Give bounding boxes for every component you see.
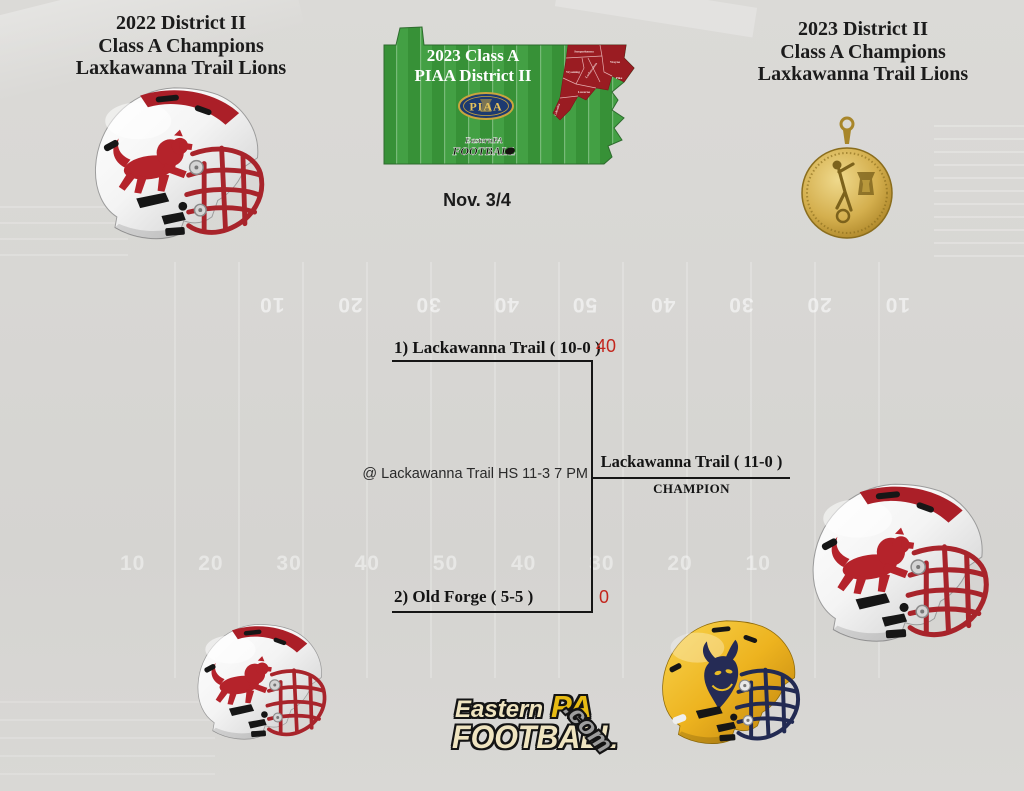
district-2-region: Susquehanna Wayne Wyoming Lackawanna Pik… (552, 44, 635, 121)
pa-district-map: Susquehanna Wayne Wyoming Lackawanna Pik… (383, 26, 635, 165)
watermark-football: FOOTBALL (452, 719, 618, 755)
map-title-line2: PIAA District II (414, 66, 531, 85)
bracket-team1-score: 40 (596, 336, 617, 356)
background-bleacher-lines (934, 116, 1024, 268)
bracket-team2-score: 0 (599, 587, 610, 607)
watermark-eastern: Eastern (455, 696, 544, 723)
map-logo-line1: EasternPA (464, 135, 503, 145)
background-yard-lines (112, 262, 912, 678)
map-title: 2023 Class A PIAA District II (414, 46, 531, 85)
map-title-line1: 2023 Class A (427, 46, 520, 65)
header-line: 2022 District II (116, 12, 246, 34)
county-label: Columbia (553, 103, 561, 117)
county-label: Pike (616, 76, 623, 80)
background-yard-numbers-near: 10 20 30 40 50 40 30 20 10 (120, 552, 771, 575)
piaa-logo-text: PIAA (469, 100, 502, 114)
easternpa-football-map-logo: EasternPA FOOTBALL (451, 135, 516, 158)
header-line: Class A Champions (780, 40, 946, 63)
county-label: Luzerne (578, 90, 591, 94)
header-line: Laxkawanna Trail Lions (757, 63, 969, 85)
lackawanna-trail-helmet-right (797, 478, 999, 652)
bracket-line-bottom (392, 611, 593, 613)
easternpa-football-watermark: Eastern PA FOOTBALL .com (452, 688, 642, 768)
county-label: Wayne (610, 60, 620, 64)
lackawanna-trail-helmet-top-left (80, 82, 274, 249)
lackawanna-trail-helmet-bottom-left (186, 620, 334, 747)
county-borders (559, 44, 613, 99)
bracket-game-location: @ Lackawanna Trail HS 11-3 7 PM (362, 466, 588, 482)
bracket-champion-label: CHAMPION (653, 481, 730, 496)
medal-athlete-figure (835, 162, 855, 212)
medal-loop (839, 116, 855, 132)
header-2022-champions: 2022 District II Class A Champions Laxka… (28, 12, 334, 80)
header-2023-champions: 2023 District II Class A Champions Laxka… (722, 18, 1004, 86)
bracket-line-vertical (591, 360, 593, 613)
football-icon (505, 147, 515, 155)
header-line: Laxkawanna Trail Lions (75, 57, 287, 79)
bracket-line-champion (591, 477, 790, 479)
game-date: Nov. 3/4 (443, 190, 511, 210)
piaa-logo: PIAA (458, 92, 514, 120)
background-yard-numbers-far: 10 20 30 40 50 40 30 20 10 (259, 293, 910, 316)
map-logo-line2: FOOTBALL (451, 144, 515, 158)
header-line: 2023 District II (798, 18, 928, 40)
bracket-line-top (392, 360, 593, 362)
piaa-gold-medal (801, 116, 893, 239)
bracket-winner: Lackawanna Trail ( 11-0 ) (600, 452, 783, 471)
old-forge-helmet (650, 616, 808, 752)
county-label: Wyoming (566, 70, 580, 74)
header-line: Class A Champions (98, 34, 264, 57)
watermark-pa: PA (551, 689, 592, 724)
bracket-team1: 1) Lackawanna Trail ( 10-0 ) (394, 338, 601, 357)
background-track-lines (0, 686, 215, 791)
bracket-team2: 2) Old Forge ( 5-5 ) (394, 587, 534, 606)
medal-rim-lettering (806, 152, 888, 234)
county-label: Susquehanna (574, 50, 594, 54)
